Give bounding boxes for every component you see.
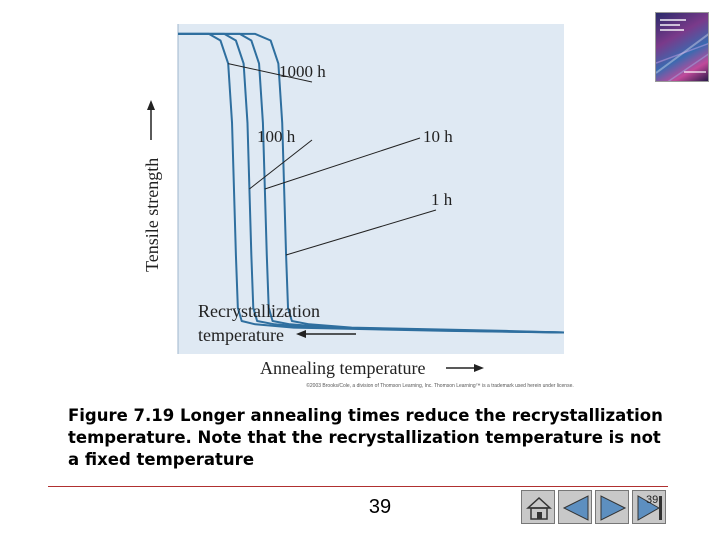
plot-area: [178, 24, 564, 354]
last-slide-button[interactable]: [632, 490, 666, 524]
copyright-notice: ©2003 Brooks/Cole, a division of Thomson…: [306, 383, 574, 389]
x-axis-label: Annealing temperature: [260, 358, 425, 378]
series-label-100-h: 100 h: [257, 127, 296, 146]
page-number: 39: [368, 496, 392, 518]
triangle-right-icon: [600, 495, 627, 521]
previous-slide-button[interactable]: [558, 490, 592, 524]
triangle-left-icon: [562, 495, 589, 521]
home-button[interactable]: [521, 490, 555, 524]
chart: 1000 h 100 h 10 h 1 h Tensile strength Anne…: [142, 24, 565, 378]
series-label-1-h: 1 h: [431, 190, 453, 209]
y-axis-arrow: [147, 100, 155, 140]
series-leader-1000-h: [228, 63, 313, 83]
series-line-1-h: [178, 32, 565, 334]
series-leader-100-h: [249, 139, 313, 190]
series-label-1000-h: 1000 h: [279, 62, 326, 81]
series-label-10-h: 10 h: [423, 127, 453, 146]
series-leader-10-h: [264, 137, 421, 190]
series-leader-1-h: [285, 209, 437, 256]
end-icon: [637, 495, 662, 521]
home-icon: [526, 496, 552, 520]
annotation-line-1: Recrystallization: [198, 301, 320, 321]
y-axis-label: Tensile strength: [142, 158, 162, 272]
annotation-line-2: temperature: [198, 325, 284, 345]
book-cover-image: [655, 12, 709, 82]
annotation-arrow: [296, 330, 356, 338]
slide-count: 39: [646, 494, 659, 506]
footer-rule: [48, 486, 668, 487]
next-slide-button[interactable]: [595, 490, 629, 524]
figure-caption: Figure 7.19 Longer annealing times reduc…: [68, 406, 663, 469]
x-axis-arrow: [446, 364, 484, 372]
